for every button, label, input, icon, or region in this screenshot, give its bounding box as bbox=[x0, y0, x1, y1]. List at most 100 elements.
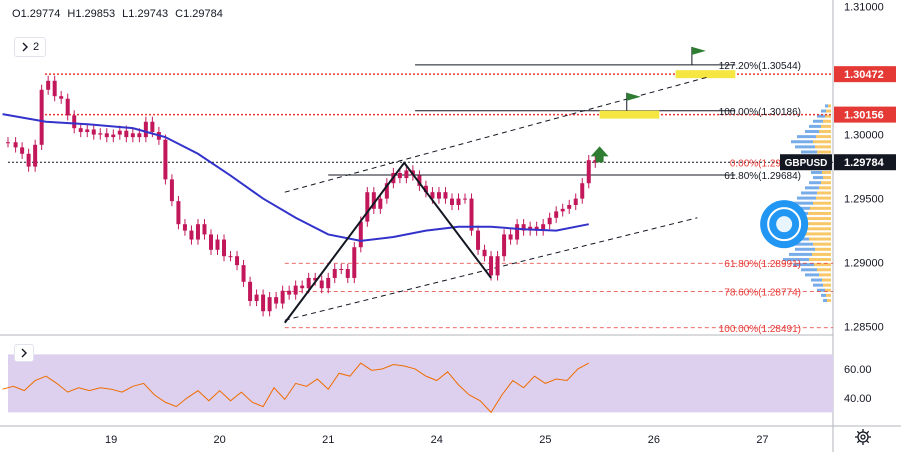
volume-profile-bar-orange bbox=[826, 109, 831, 113]
volume-profile-bar-blue bbox=[791, 140, 813, 144]
candle-body bbox=[150, 121, 155, 133]
candle-body bbox=[202, 224, 207, 235]
price-badge bbox=[834, 106, 896, 123]
candle-body bbox=[384, 183, 389, 199]
volume-profile-bar-blue bbox=[795, 247, 815, 251]
volume-profile-bar-orange bbox=[819, 130, 831, 134]
candle-body bbox=[352, 247, 357, 278]
indicators-collapse-button[interactable]: 2 bbox=[14, 37, 46, 57]
candle-body bbox=[293, 285, 298, 295]
rsi-band bbox=[8, 354, 833, 413]
volume-profile-bar-orange bbox=[815, 145, 831, 149]
candle-body bbox=[33, 144, 38, 167]
candle-body bbox=[371, 192, 376, 209]
candle-body bbox=[143, 121, 148, 138]
volume-profile-bar-blue bbox=[813, 176, 823, 180]
volume-profile-bar-orange bbox=[808, 211, 831, 215]
candle-body bbox=[567, 204, 572, 209]
price-badge-label: 1.30472 bbox=[844, 69, 884, 81]
volume-profile-bar-orange bbox=[826, 293, 831, 297]
close-value: 1.29784 bbox=[183, 8, 223, 20]
pattern-line bbox=[284, 161, 492, 324]
candle-body bbox=[137, 133, 142, 138]
volume-profile-bar-orange bbox=[813, 201, 831, 205]
volume-profile-bar-orange bbox=[823, 283, 831, 287]
volume-profile-bar-orange bbox=[804, 217, 831, 221]
candle-body bbox=[476, 230, 481, 250]
candle-body bbox=[339, 268, 344, 270]
volume-profile-bar-blue bbox=[797, 135, 816, 139]
volume-profile-bar-orange bbox=[816, 196, 831, 200]
rsi-pane-collapse-button[interactable] bbox=[14, 344, 34, 362]
gear-icon[interactable] bbox=[854, 428, 872, 446]
candle-body bbox=[300, 285, 305, 289]
price-badge bbox=[834, 66, 896, 83]
volume-profile-bar-orange bbox=[825, 114, 831, 118]
candle-body bbox=[6, 142, 10, 144]
low-label: L bbox=[122, 8, 129, 20]
candle-body bbox=[254, 294, 259, 301]
candle-body bbox=[241, 265, 246, 282]
volume-profile-bar-orange bbox=[802, 227, 831, 231]
candle-body bbox=[515, 224, 520, 240]
low-value: 1.29743 bbox=[128, 8, 169, 20]
channel-line bbox=[284, 76, 709, 193]
candle-body bbox=[59, 96, 64, 99]
candle-body bbox=[541, 224, 546, 231]
candle-body bbox=[436, 192, 441, 199]
volume-profile-bar-blue bbox=[805, 186, 819, 190]
volume-profile-bar-orange bbox=[813, 242, 831, 246]
open-value: 1.29774 bbox=[20, 8, 61, 20]
volume-profile-bar-orange bbox=[823, 176, 831, 180]
candle-body bbox=[208, 234, 213, 250]
volume-profile-bar-blue bbox=[821, 109, 826, 113]
time-tick-label: 20 bbox=[214, 434, 226, 446]
volume-profile-bar-blue bbox=[813, 283, 823, 287]
volume-profile-bar-blue bbox=[809, 124, 821, 128]
rsi-tick-label: 40.00 bbox=[844, 393, 872, 405]
flag-icon bbox=[626, 92, 641, 101]
volume-profile-bar-orange bbox=[809, 258, 831, 262]
volume-profile-bar-blue bbox=[823, 298, 827, 302]
candle-body bbox=[365, 192, 370, 222]
volume-profile-bar-blue bbox=[797, 196, 816, 200]
candle-body bbox=[163, 139, 168, 180]
candle-body bbox=[469, 198, 474, 231]
volume-profile-bar-orange bbox=[828, 104, 831, 108]
volume-profile-bar-orange bbox=[819, 273, 831, 277]
volume-profile-bar-orange bbox=[817, 191, 831, 195]
symbol-label: GBPUSD bbox=[785, 158, 828, 169]
candle-body bbox=[508, 234, 513, 240]
time-tick-label: 24 bbox=[431, 434, 443, 446]
candle-body bbox=[78, 128, 83, 133]
volume-profile-bar-blue bbox=[825, 104, 828, 108]
fib-level-label: 100.00%(1.30186) bbox=[719, 107, 801, 118]
candle-body bbox=[117, 130, 122, 135]
candle-body bbox=[130, 133, 135, 138]
volume-profile-bar-blue bbox=[805, 273, 819, 277]
candle-body bbox=[547, 217, 552, 225]
volume-profile-bar-blue bbox=[817, 288, 825, 292]
volume-profile-bar-blue bbox=[821, 293, 826, 297]
volume-profile-bar-blue bbox=[783, 258, 809, 262]
candle-body bbox=[313, 277, 318, 281]
volume-profile-bar-orange bbox=[814, 263, 831, 267]
volume-profile-bar-blue bbox=[789, 252, 812, 256]
volume-profile-bar-blue bbox=[801, 150, 817, 154]
candle-body bbox=[482, 249, 487, 257]
price-tick-label: 1.29500 bbox=[844, 194, 884, 206]
candle-body bbox=[332, 268, 337, 278]
volume-profile-bar-blue bbox=[801, 268, 817, 272]
time-tick-label: 25 bbox=[539, 434, 551, 446]
candle-body bbox=[319, 280, 324, 289]
volume-profile-bar-blue bbox=[817, 114, 825, 118]
candle-body bbox=[593, 160, 598, 163]
candle-body bbox=[573, 198, 578, 205]
volume-profile-bar-blue bbox=[805, 130, 819, 134]
flag-icon bbox=[691, 46, 706, 55]
candle-body bbox=[65, 98, 70, 116]
candle-body bbox=[489, 256, 494, 276]
volume-profile-bar-orange bbox=[812, 252, 831, 256]
